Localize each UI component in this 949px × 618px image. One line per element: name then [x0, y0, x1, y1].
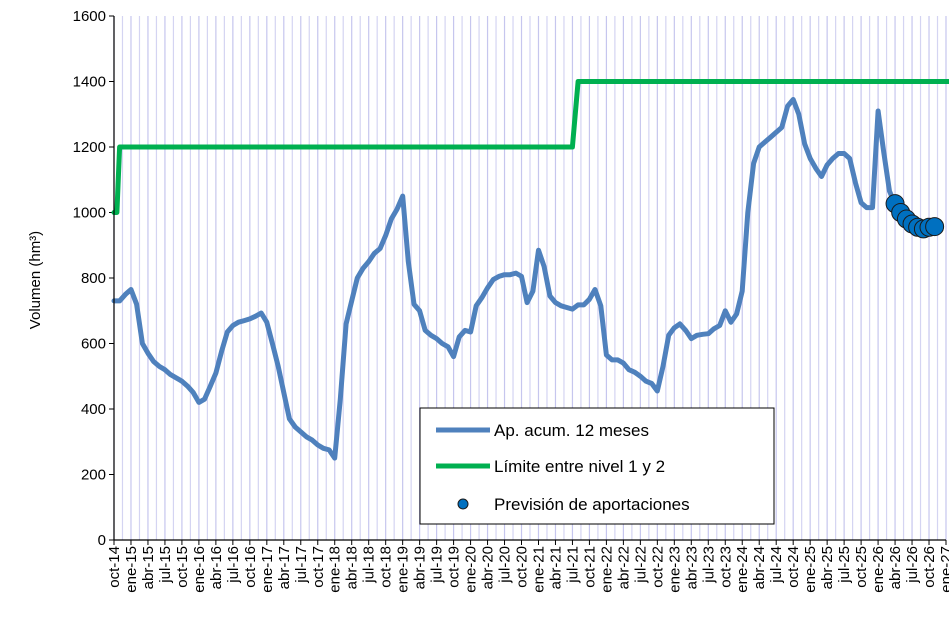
- legend: Ap. acum. 12 meses Límite entre nivel 1 …: [419, 407, 775, 525]
- x-tick-label: oct-24: [785, 546, 802, 588]
- legend-swatch-series-3: [457, 498, 469, 510]
- series-layer: [111, 79, 949, 461]
- x-tick-label: ene-18: [327, 546, 344, 593]
- y-tick-label: 400: [81, 401, 106, 418]
- x-axis-ticks: oct-14 ene-15 abr-15 jul-15 oct-15 ene-16 abr-…: [106, 540, 949, 593]
- x-tick-label: abr-18: [344, 546, 361, 589]
- x-tick-label: oct-20: [514, 546, 531, 588]
- y-tick-label: 1000: [73, 205, 106, 222]
- x-tick-label: jul-22: [632, 546, 649, 584]
- x-tick-label: ene-26: [870, 546, 887, 593]
- x-tick-label: abr-16: [208, 546, 225, 589]
- forecast-point: [925, 217, 945, 237]
- x-tick-label: oct-23: [717, 546, 734, 588]
- series-line-2: [111, 79, 949, 215]
- x-tick-label: jul-17: [293, 546, 310, 584]
- x-tick-label: ene-24: [734, 546, 751, 593]
- x-tick-label: jul-21: [564, 546, 581, 584]
- x-tick-label: oct-16: [242, 546, 259, 588]
- legend-label-series-1: Ap. acum. 12 meses: [494, 421, 649, 440]
- x-tick-label: abr-19: [412, 546, 429, 589]
- legend-label-series-3: Previsión de aportaciones: [494, 495, 690, 514]
- x-tick-label: ene-20: [463, 546, 480, 593]
- y-tick-label: 600: [81, 336, 106, 353]
- x-tick-label: oct-14: [106, 546, 123, 588]
- x-tick-label: jul-23: [700, 546, 717, 584]
- y-axis-ticks: 0 200 400 600 800 1000 1200 1400 1600: [73, 8, 114, 549]
- x-tick-label: abr-20: [480, 546, 497, 589]
- y-tick-label: 800: [81, 270, 106, 287]
- x-tick-label: jul-19: [429, 546, 446, 584]
- x-tick-label: oct-18: [378, 546, 395, 588]
- x-tick-label: oct-21: [581, 546, 598, 588]
- x-tick-label: oct-17: [310, 546, 327, 588]
- x-tick-label: jul-25: [836, 546, 853, 584]
- y-tick-label: 1600: [73, 8, 106, 25]
- axes: [113, 16, 946, 541]
- x-tick-label: jul-16: [225, 546, 242, 584]
- x-tick-label: jul-26: [904, 546, 921, 584]
- series-line-1: [111, 97, 898, 461]
- x-tick-label: ene-21: [530, 546, 547, 593]
- x-tick-label: abr-25: [819, 546, 836, 589]
- x-tick-label: ene-16: [191, 546, 208, 593]
- y-tick-label: 1200: [73, 139, 106, 156]
- x-tick-label: jul-20: [497, 546, 514, 584]
- x-tick-label: ene-15: [123, 546, 140, 593]
- y-axis-title: Volumen (hm³): [27, 231, 44, 329]
- x-tick-label: abr-24: [751, 546, 768, 589]
- x-tick-label: abr-21: [547, 546, 564, 589]
- x-tick-label: abr-17: [276, 546, 293, 589]
- x-tick-label: jul-18: [361, 546, 378, 584]
- x-tick-label: ene-19: [395, 546, 412, 593]
- x-tick-label: oct-26: [921, 546, 938, 588]
- x-tick-label: jul-15: [157, 546, 174, 584]
- x-tick-label: jul-24: [768, 546, 785, 584]
- x-tick-label: abr-22: [615, 546, 632, 589]
- y-tick-label: 200: [81, 467, 106, 484]
- x-tick-label: oct-25: [853, 546, 870, 588]
- x-tick-label: abr-23: [683, 546, 700, 589]
- y-tick-label: 1400: [73, 74, 106, 91]
- x-tick-label: ene-23: [666, 546, 683, 593]
- x-tick-label: abr-15: [140, 546, 157, 589]
- x-tick-label: ene-17: [259, 546, 276, 593]
- x-tick-label: oct-22: [649, 546, 666, 588]
- x-tick-label: ene-22: [598, 546, 615, 593]
- x-tick-label: oct-19: [446, 546, 463, 588]
- x-tick-label: ene-25: [802, 546, 819, 593]
- legend-label-series-2: Límite entre nivel 1 y 2: [494, 457, 665, 476]
- y-tick-label: 0: [98, 532, 106, 549]
- x-tick-label: abr-26: [887, 546, 904, 589]
- x-tick-label: oct-15: [174, 546, 191, 588]
- x-tick-label: ene-27: [938, 546, 949, 593]
